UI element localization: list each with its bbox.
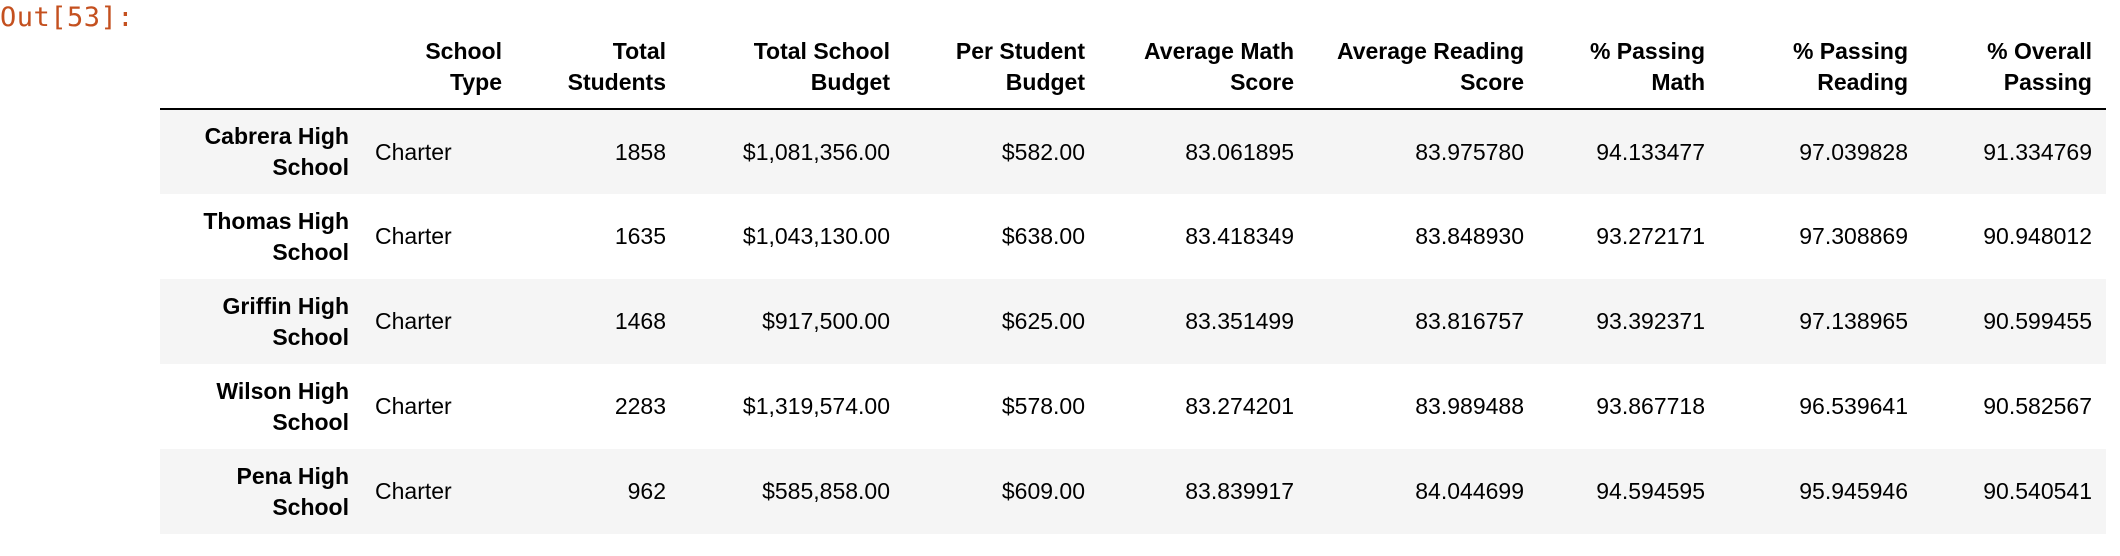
table-row: Griffin High School Charter 1468 $917,500… [160,279,2106,364]
cell-passing-reading: 97.138965 [1799,308,1908,334]
row-index-school-name: Thomas High School [203,207,349,265]
cell-school-type: Charter [375,223,452,249]
cell-passing-reading: 96.539641 [1799,393,1908,419]
cell-average-reading-score: 83.975780 [1415,138,1524,165]
cell-school-type: Charter [375,478,452,504]
cell-total-school-budget: $917,500.00 [762,308,890,334]
cell-average-math-score: 83.274201 [1185,393,1294,419]
cell-passing-math: 93.272171 [1596,223,1705,249]
row-index-school-name: Wilson High School [216,377,349,435]
cell-school-type: Charter [375,393,452,419]
cell-total-school-budget: $1,081,356.00 [742,138,890,165]
cell-total-students: 1468 [614,308,666,334]
row-index-school-name: Griffin High School [222,292,349,350]
cell-per-student-budget: $625.00 [1001,308,1085,334]
cell-total-school-budget: $585,858.00 [762,478,890,504]
output-prompt: Out[53]: [0,2,135,33]
cell-total-students: 2283 [614,393,666,419]
column-header-school-type: School Type [363,36,516,110]
cell-per-student-budget: $582.00 [1001,138,1085,165]
table-row: Pena High School Charter 962 $585,858.00 … [160,449,2106,534]
cell-overall-passing: 91.334769 [1983,138,2092,165]
cell-overall-passing: 90.948012 [1983,223,2092,249]
cell-total-school-budget: $1,043,130.00 [742,223,890,249]
cell-average-math-score: 83.418349 [1185,223,1294,249]
cell-overall-passing: 90.582567 [1983,393,2092,419]
cell-total-students: 962 [627,478,666,504]
cell-passing-reading: 97.308869 [1799,223,1908,249]
cell-per-student-budget: $578.00 [1001,393,1085,419]
column-header-per-student-budget: Per Student Budget [904,36,1099,110]
table-row: Cabrera High School Charter 1858 $1,081,3… [160,109,2106,194]
row-index-school-name: Cabrera High School [204,123,349,180]
cell-passing-reading: 95.945946 [1799,478,1908,504]
column-header-total-students: Total Students [516,36,680,110]
cell-total-students: 1858 [614,138,666,165]
school-summary-table: School Type Total Students Total School Bud… [160,36,2106,534]
cell-average-math-score: 83.351499 [1185,308,1294,334]
cell-total-school-budget: $1,319,574.00 [742,393,890,419]
cell-passing-math: 93.867718 [1596,393,1705,419]
column-header-average-math-score: Average Math Score [1099,36,1308,110]
cell-passing-math: 94.594595 [1596,478,1705,504]
cell-per-student-budget: $638.00 [1001,223,1085,249]
column-header-average-reading-score: Average Reading Score [1308,36,1538,110]
cell-average-math-score: 83.061895 [1185,138,1294,165]
cell-passing-math: 94.133477 [1596,138,1705,165]
dataframe-output: School Type Total Students Total School Bud… [160,36,2106,534]
column-header-passing-math: % Passing Math [1538,36,1719,110]
cell-average-reading-score: 83.848930 [1415,223,1524,249]
row-index-school-name: Pena High School [236,462,349,520]
index-header [160,36,363,110]
cell-average-reading-score: 84.044699 [1415,478,1524,504]
column-header-passing-reading: % Passing Reading [1719,36,1922,110]
cell-per-student-budget: $609.00 [1001,478,1085,504]
cell-school-type: Charter [375,138,452,165]
cell-average-reading-score: 83.989488 [1415,393,1524,419]
column-header-total-school-budget: Total School Budget [680,36,904,110]
cell-school-type: Charter [375,308,452,334]
cell-overall-passing: 90.540541 [1983,478,2092,504]
table-row: Wilson High School Charter 2283 $1,319,57… [160,364,2106,449]
cell-average-math-score: 83.839917 [1185,478,1294,504]
header-row: School Type Total Students Total School Bud… [160,36,2106,110]
cell-overall-passing: 90.599455 [1983,308,2092,334]
cell-passing-reading: 97.039828 [1799,138,1908,165]
cell-total-students: 1635 [614,223,666,249]
column-header-overall-passing: % Overall Passing [1922,36,2106,110]
cell-passing-math: 93.392371 [1596,308,1705,334]
cell-average-reading-score: 83.816757 [1415,308,1524,334]
table-row: Thomas High School Charter 1635 $1,043,13… [160,194,2106,279]
